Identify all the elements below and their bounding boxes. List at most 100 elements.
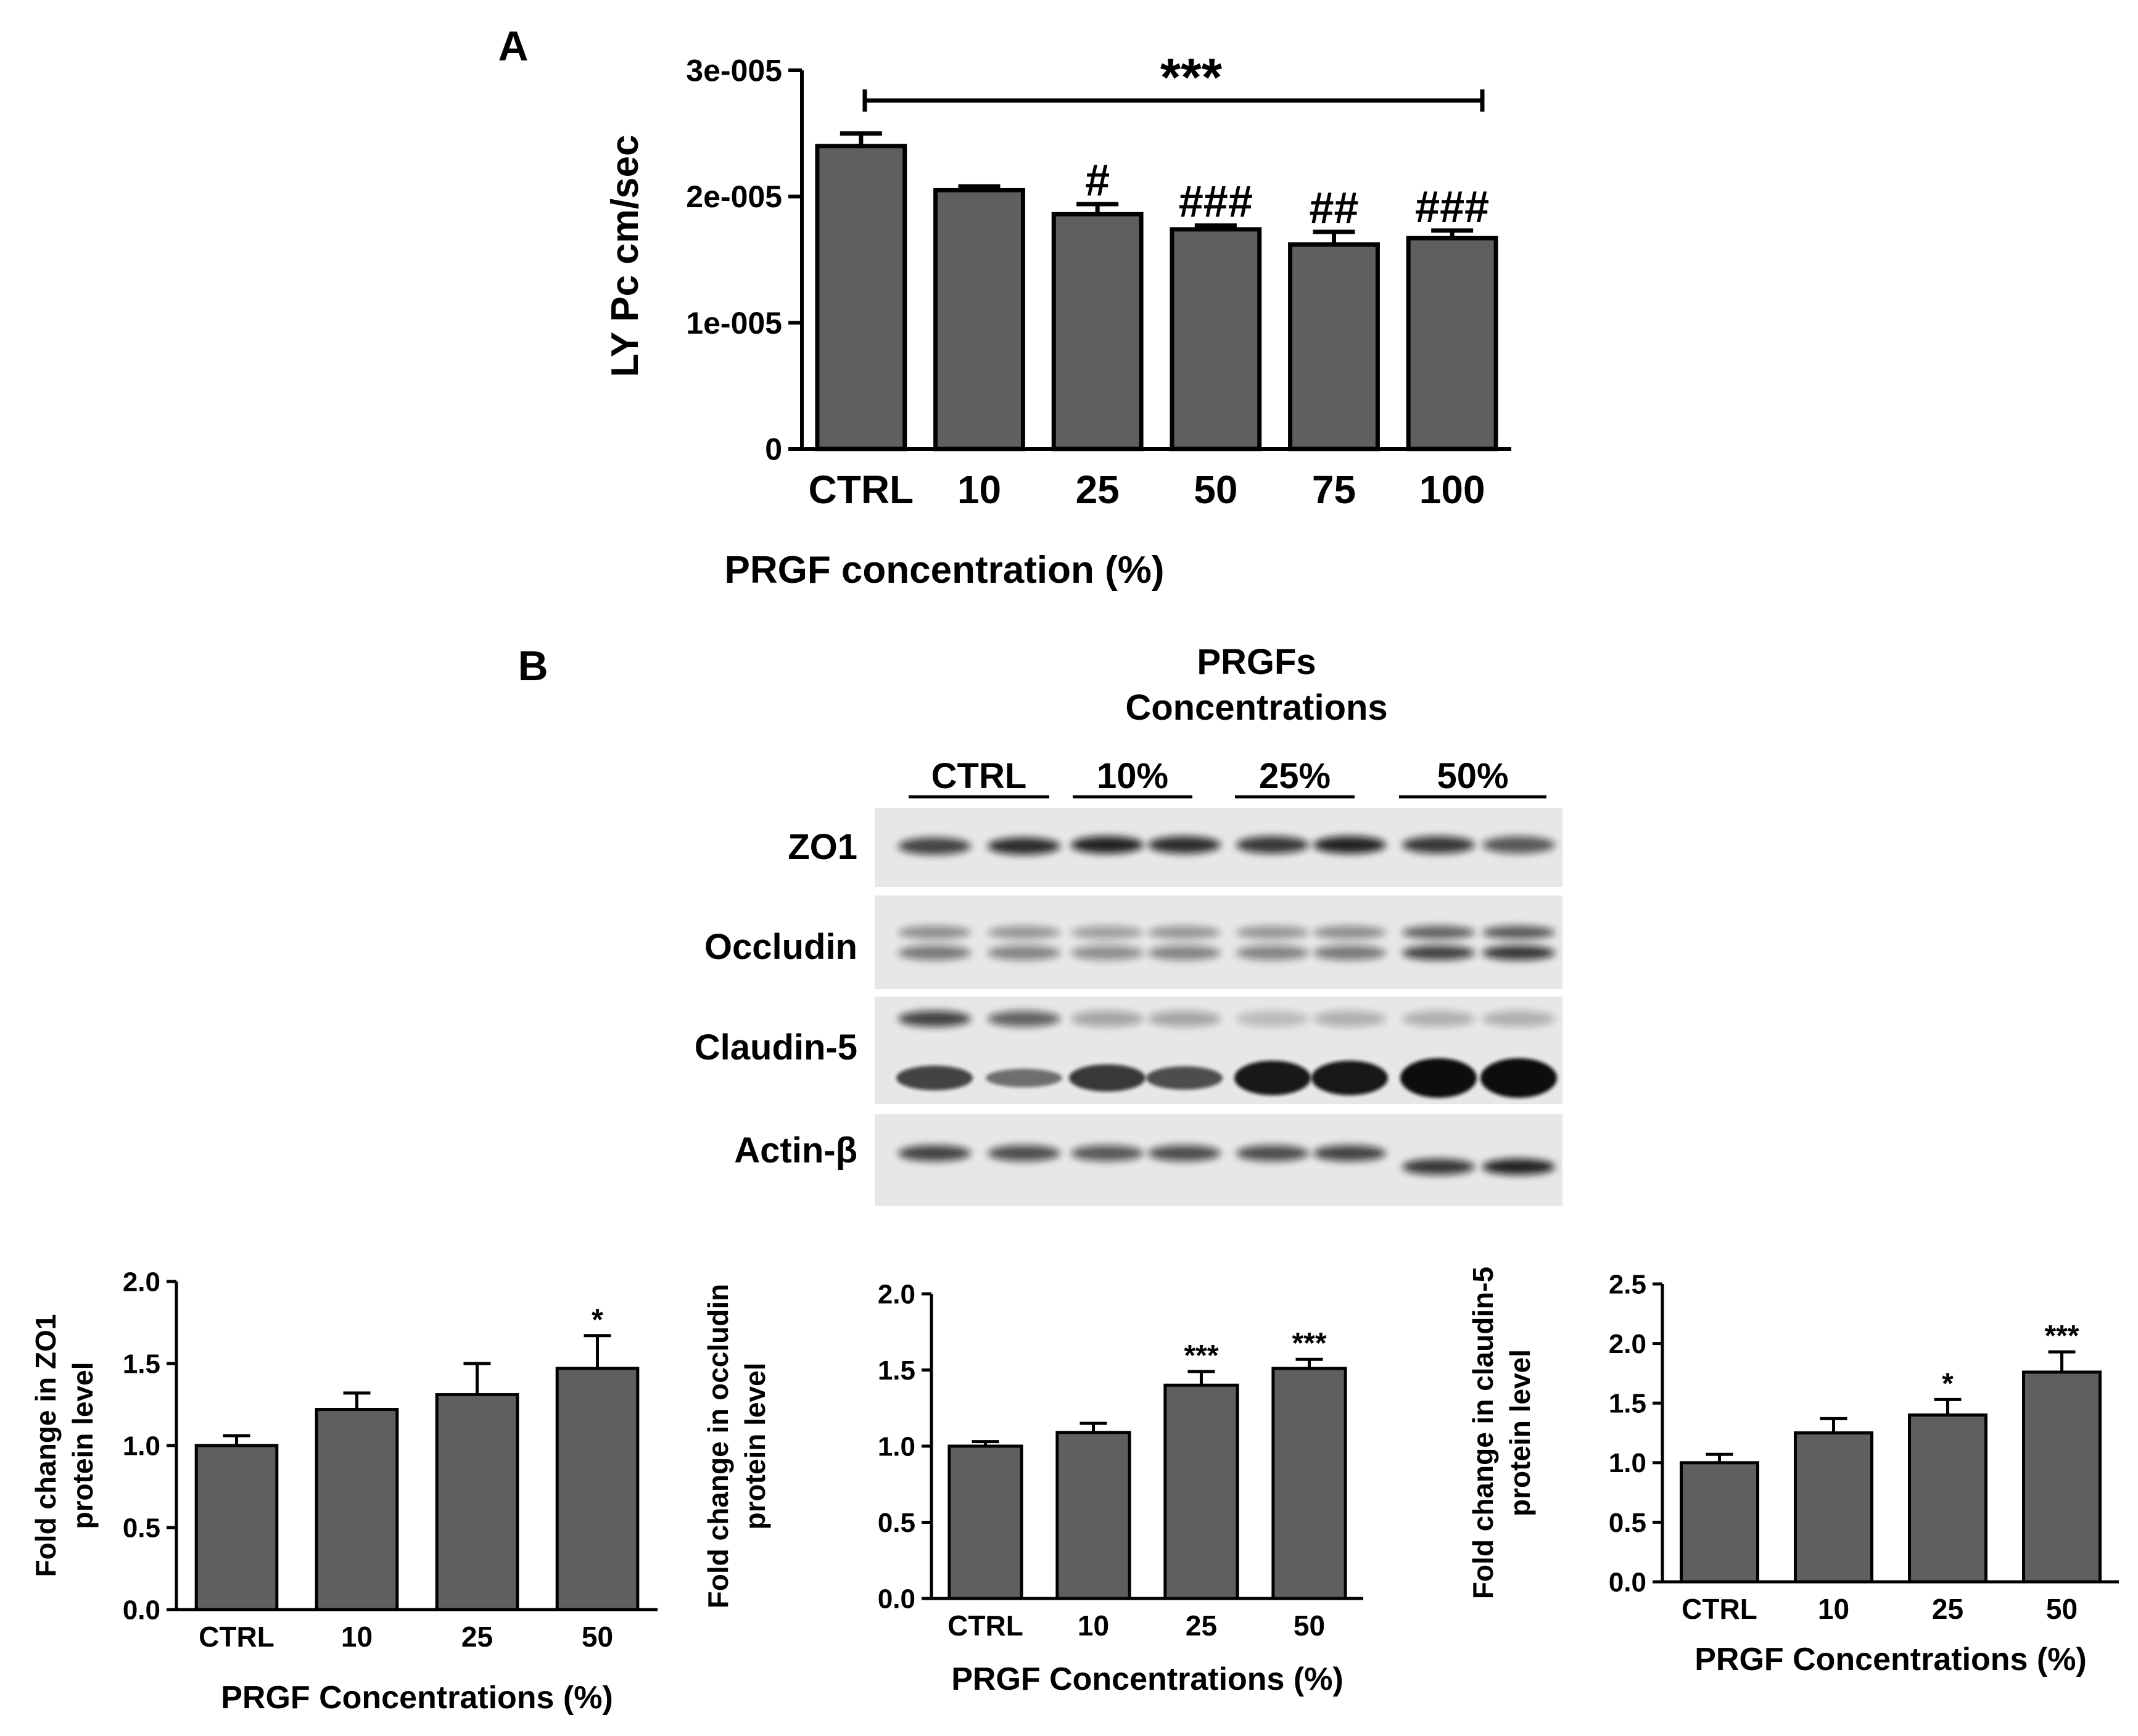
chart3-y-tick-label: 1.0 — [1609, 1448, 1646, 1478]
claudin5-band-lower — [1480, 1058, 1557, 1098]
occludin-band-upper — [1071, 926, 1144, 939]
chart3-significance-mark: *** — [2044, 1320, 2079, 1352]
zo1-band — [1148, 836, 1221, 854]
chart1-bar — [194, 1444, 279, 1611]
chart2-ylabel-line2: protein level — [739, 1363, 771, 1530]
chart3-y-tick-label: 0.0 — [1609, 1567, 1646, 1597]
zo1-band — [1402, 836, 1475, 854]
claudin5-band-upper — [1148, 1011, 1221, 1027]
chart3-bar — [2022, 1370, 2102, 1584]
chart3-bar — [1680, 1461, 1759, 1584]
chart1-x-tick-label: 25 — [461, 1621, 493, 1653]
chart2-bar — [1055, 1431, 1131, 1600]
blot-group-label: 10% — [1097, 756, 1168, 796]
panel-a-bar-chart: 0 1e-005 2e-005 3e-005 CTRL 10 #25 ### 50 ## 75 ###… — [686, 54, 1511, 512]
zo1-band — [988, 837, 1060, 855]
blot-row-label: Actin-β — [734, 1130, 857, 1170]
chart2-significance-mark: *** — [1184, 1339, 1218, 1372]
actin-band — [1313, 1145, 1386, 1161]
panel-a-x-tick-label: 25 — [1076, 467, 1120, 512]
occludin-band-lower — [1148, 945, 1221, 960]
chart1-bar — [435, 1393, 519, 1611]
blot-strip — [875, 1114, 1562, 1206]
chart1-y-tick-label: 0.0 — [123, 1595, 160, 1625]
actin-band — [898, 1145, 971, 1161]
chart3-x-tick-label: CTRL — [1682, 1593, 1757, 1625]
chart2-y-tick-label: 1.0 — [878, 1431, 915, 1462]
panel-a-y-tick-label: 1e-005 — [686, 306, 782, 340]
panel-a-significance-mark: # — [1085, 156, 1110, 205]
chart2-y-tick-label: 2.0 — [878, 1279, 915, 1309]
chart3-y-tick-label: 0.5 — [1609, 1508, 1646, 1538]
panel-a-bar — [1406, 236, 1498, 451]
claudin5-band-upper — [1071, 1011, 1144, 1027]
claudin5-band-upper — [1402, 1011, 1475, 1027]
occludin-band-upper — [1402, 926, 1475, 939]
chart1-xlabel: PRGF Concentrations (%) — [221, 1680, 613, 1716]
chart2-x-tick-label: 10 — [1078, 1610, 1109, 1642]
chart2-y-tick-label: 0.0 — [878, 1584, 915, 1614]
chart3-y-tick-label: 2.0 — [1609, 1329, 1646, 1359]
panel-a-bar — [1170, 227, 1262, 451]
panel-a-bar — [1051, 212, 1144, 451]
panel-a-x-tick-label: CTRL — [809, 467, 914, 512]
claudin5-band-lower — [986, 1069, 1062, 1087]
panel-a-significance-mark: ### — [1179, 178, 1253, 227]
actin-band — [1236, 1145, 1309, 1161]
occludin-band-upper — [988, 926, 1060, 939]
blot-group-label: 50% — [1437, 756, 1508, 796]
chart1-y-tick-label: 2.0 — [123, 1267, 160, 1297]
claudin5-bar-chart: 0.0 0.5 1.0 1.5 2.0 2.5 CTRL 10 * 25 *** 50 PRGF Con… — [1467, 1267, 2119, 1677]
chart2-x-tick-label: CTRL — [947, 1610, 1023, 1642]
claudin5-band-upper — [988, 1011, 1060, 1027]
chart1-ylabel-line1: Fold change in ZO1 — [30, 1314, 62, 1578]
chart1-x-tick-label: CTRL — [199, 1621, 274, 1653]
chart1-y-tick-label: 0.5 — [123, 1513, 160, 1543]
claudin5-band-lower — [1234, 1061, 1311, 1095]
panel-a-y-tick-label: 3e-005 — [686, 54, 782, 88]
panel-a-y-tick-label: 2e-005 — [686, 179, 782, 214]
chart3-x-tick-label: 50 — [2046, 1593, 2078, 1625]
chart1-bar — [315, 1407, 399, 1611]
blot-row-label: Occludin — [704, 927, 857, 967]
claudin5-band-lower — [896, 1066, 973, 1090]
panel-a-x-tick-label: 50 — [1194, 467, 1237, 512]
claudin5-band-lower — [1146, 1066, 1223, 1090]
zo1-band — [898, 837, 971, 855]
chart2-bar — [947, 1444, 1023, 1600]
chart2-bar — [1271, 1367, 1347, 1600]
occludin-band-upper — [898, 926, 971, 939]
chart3-x-tick-label: 25 — [1932, 1593, 1963, 1625]
chart3-ylabel-line1: Fold change in claudin-5 — [1467, 1267, 1499, 1599]
chart3-y-tick-label: 2.5 — [1609, 1269, 1646, 1299]
chart1-y-tick-label: 1.5 — [123, 1349, 160, 1379]
zo1-band — [1482, 836, 1555, 854]
occludin-band-upper — [1148, 926, 1221, 939]
panel-a-bar — [1288, 242, 1380, 451]
occludin-band-lower — [1313, 945, 1386, 960]
occludin-bar-chart: 0.0 0.5 1.0 1.5 2.0 CTRL 10 *** 25 *** 50 PRGF Conc… — [702, 1279, 1363, 1697]
chart2-y-tick-label: 0.5 — [878, 1508, 915, 1538]
chart2-xlabel: PRGF Concentrations (%) — [951, 1661, 1343, 1697]
panel-a-x-tick-label: 100 — [1419, 467, 1485, 512]
panel-a-x-tick-label: 75 — [1312, 467, 1356, 512]
actin-band — [988, 1145, 1060, 1161]
occludin-band-lower — [898, 945, 971, 960]
occludin-band-lower — [988, 945, 1060, 960]
blot-title-line1: PRGFs — [1197, 642, 1316, 682]
chart3-bar — [1908, 1413, 1987, 1584]
panel-a-xlabel: PRGF concentration (%) — [724, 549, 1164, 591]
actin-band — [1482, 1159, 1555, 1175]
actin-band — [1071, 1145, 1144, 1161]
chart1-x-tick-label: 10 — [341, 1621, 373, 1653]
chart2-bar — [1163, 1383, 1239, 1600]
chart3-significance-mark: * — [1942, 1367, 1954, 1400]
chart1-ylabel-line2: protein level — [67, 1362, 99, 1529]
occludin-band-upper — [1313, 926, 1386, 939]
actin-band — [1402, 1159, 1475, 1175]
zo1-bar-chart: 0.0 0.5 1.0 1.5 2.0 CTRL 10 25 * 50 PRGF Concentra… — [30, 1267, 658, 1716]
occludin-band-lower — [1071, 945, 1144, 960]
chart2-significance-mark: *** — [1292, 1327, 1326, 1360]
claudin5-band-lower — [1400, 1058, 1477, 1098]
actin-band — [1148, 1145, 1221, 1161]
